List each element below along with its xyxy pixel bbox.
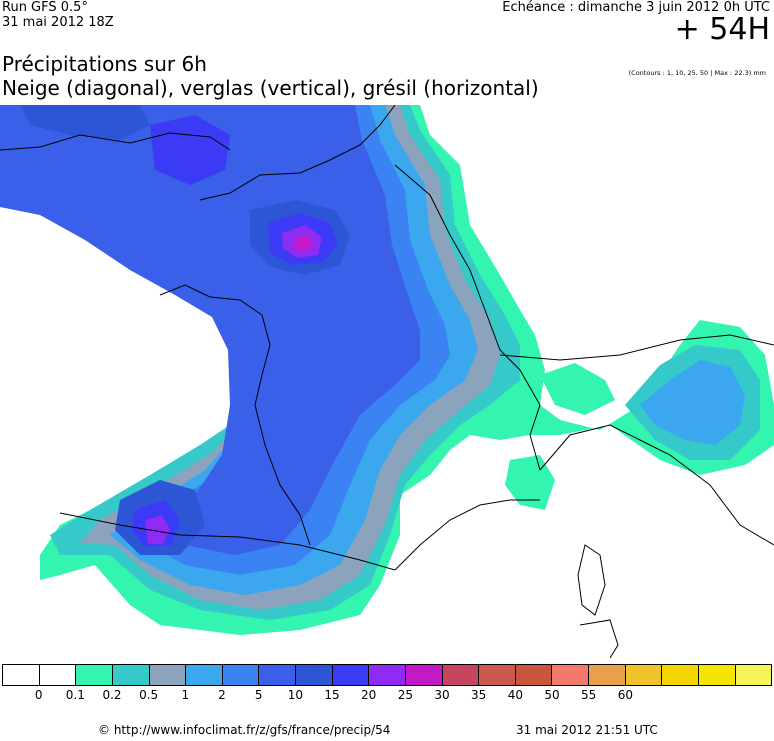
coastlines-and-borders: [0, 105, 774, 658]
legend-swatch: [332, 665, 370, 685]
legend-swatch: [735, 665, 772, 685]
border-italy-switzerland: [499, 334, 774, 361]
legend-swatch: [259, 665, 296, 685]
legend-swatch: [3, 665, 40, 685]
coastline-uk-south: [0, 132, 231, 151]
run-date: 31 mai 2012 18Z: [2, 15, 114, 30]
precipitation-map: [0, 105, 774, 658]
legend-swatch: [405, 665, 443, 685]
border-spain-france: [59, 512, 396, 571]
legend-swatch: [589, 665, 626, 685]
legend-tick-label: 60: [617, 688, 633, 702]
legend-tick-label: 15: [324, 688, 340, 702]
precip-band-25: [294, 235, 313, 252]
coastline-sardinia: [579, 619, 619, 658]
coastline-channel-france: [199, 105, 396, 201]
legend-tick-label: 0.5: [139, 688, 159, 702]
legend-swatch: [698, 665, 736, 685]
legend-tick-label: 0.1: [65, 688, 85, 702]
legend-tick-label: 55: [581, 688, 597, 702]
legend-swatch: [552, 665, 589, 685]
legend-swatch: [369, 665, 406, 685]
legend-tick-label: 35: [471, 688, 487, 702]
legend-swatch: [296, 665, 333, 685]
legend-swatch: [39, 665, 77, 685]
legend-swatch: [625, 665, 663, 685]
legend-swatch: [479, 665, 516, 685]
contours-note: (Contours : 1, 10, 25, 50 | Max : 22.3) …: [628, 69, 766, 77]
precipitation-map-svg: [0, 105, 774, 658]
precip-band-0.1-corsica: [505, 455, 555, 510]
legend-swatch: [76, 665, 113, 685]
legend-tick-label: 2: [218, 688, 226, 702]
color-scale-labels: 0 0.1 0.2 0.5 1 2 5 10 15 20 25 30 35 40 50 55 60: [0, 688, 774, 704]
precipitation-fields: [0, 105, 774, 635]
legend-swatch: [662, 665, 699, 685]
legend-tick-label: 1: [181, 688, 190, 702]
legend-swatch: [186, 665, 223, 685]
legend-swatch: [515, 665, 553, 685]
legend-tick-label: 50: [544, 688, 560, 702]
legend-tick-label: 25: [397, 688, 413, 702]
legend-tick-label: 20: [361, 688, 377, 702]
run-label: Run GFS 0.5°: [2, 0, 88, 15]
legend-tick-label: 40: [507, 688, 523, 702]
legend-tick-label: 30: [434, 688, 450, 702]
legend-tick-label: 5: [254, 688, 263, 702]
precip-band-1-east: [640, 360, 745, 445]
legend-tick-label: 0.2: [102, 688, 122, 702]
precip-band-20-sw: [145, 515, 170, 545]
precip-band-0.1-east: [540, 363, 615, 415]
color-scale-bar: [2, 664, 772, 686]
legend-swatch: [149, 665, 187, 685]
coastline-italy: [539, 424, 774, 546]
forecast-horizon: + 54H: [674, 12, 770, 47]
coastline-atlantic: [254, 404, 311, 546]
precip-band-10-nw: [20, 105, 150, 140]
legend-tick-label: 0: [34, 688, 43, 702]
legend-swatch: [442, 665, 480, 685]
border-france-germany: [394, 164, 521, 371]
map-subtitle: Neige (diagonal), verglas (vertical), gr…: [2, 76, 539, 100]
forecast-valid-time: Echéance : dimanche 3 juin 2012 0h UTC: [502, 0, 770, 15]
legend-tick-label: 10: [287, 688, 303, 702]
coastline-corsica: [577, 544, 606, 616]
coastline-brittany: [159, 284, 271, 406]
coastline-mediterranean: [394, 499, 540, 571]
legend-swatch: [112, 665, 150, 685]
source-url: © http://www.infoclimat.fr/z/gfs/france/…: [98, 723, 391, 737]
generated-timestamp: 31 mai 2012 21:51 UTC: [516, 723, 658, 737]
border-alps: [519, 369, 541, 471]
legend-swatch: [222, 665, 260, 685]
map-title: Précipitations sur 6h: [2, 52, 207, 76]
